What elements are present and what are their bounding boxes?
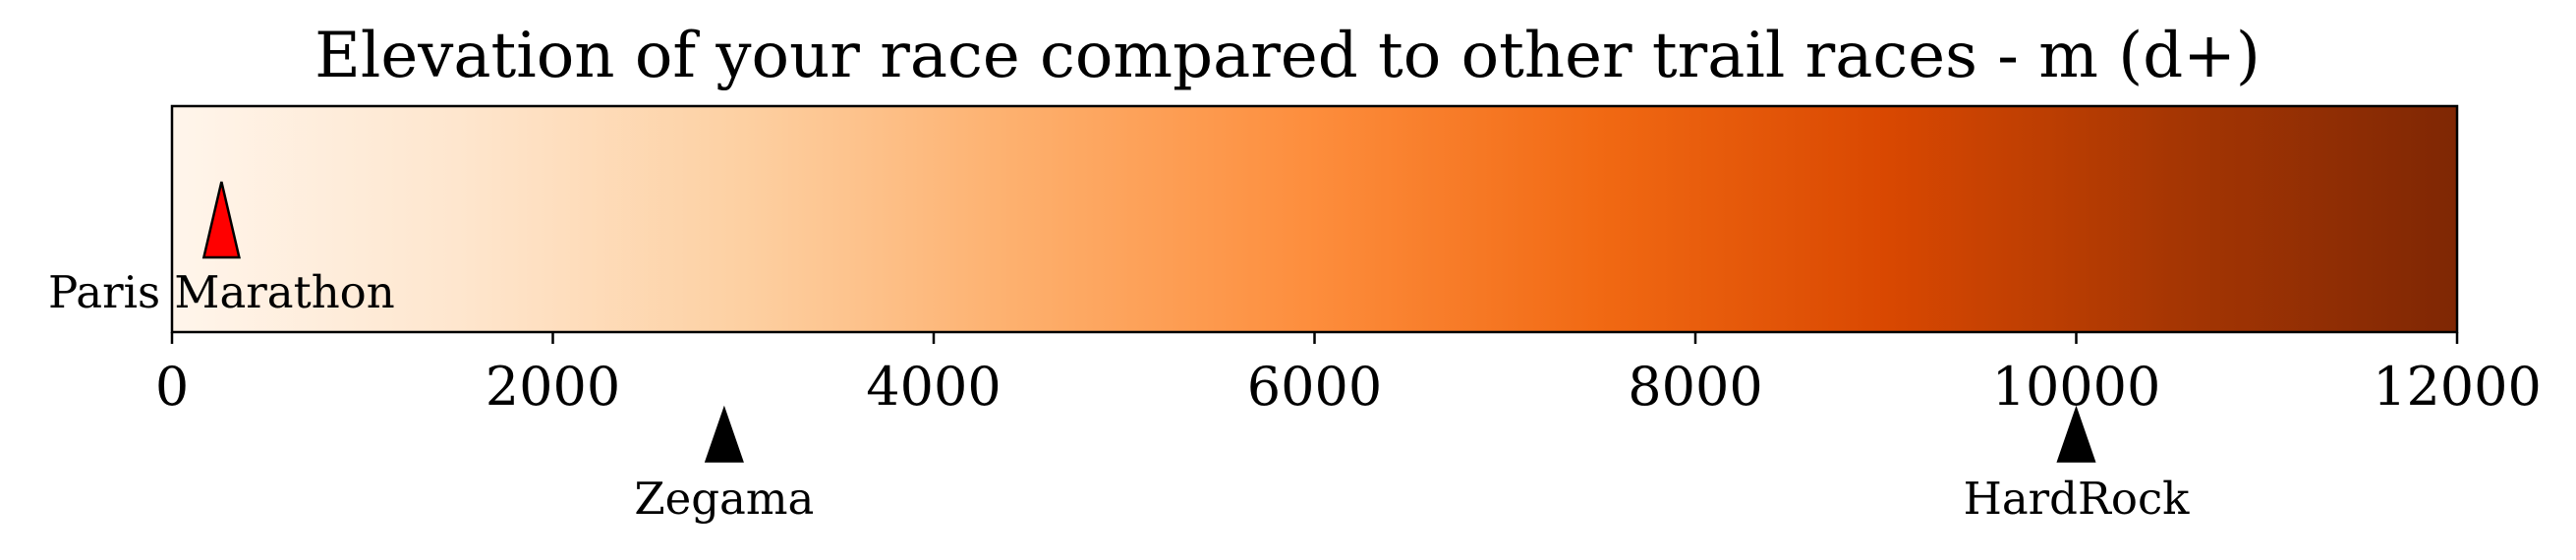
x-tick-label: 2000 [486, 356, 620, 418]
x-axis: 0 2000 4000 6000 8000 10000 12000 [155, 332, 2542, 418]
your-race-label: Paris Marathon [48, 266, 395, 318]
x-tick-label: 4000 [866, 356, 1001, 418]
colorbar-gradient [170, 104, 2459, 334]
x-tick-label: 12000 [2373, 356, 2542, 418]
reference-race-marker [704, 405, 744, 463]
x-tick-label: 6000 [1247, 356, 1382, 418]
your-race-marker [201, 181, 241, 259]
x-tick-label: 0 [155, 356, 189, 418]
reference-race-label: HardRock [1964, 473, 2191, 525]
chart-title: Elevation of your race compared to other… [315, 20, 2261, 92]
race-markers: Paris Marathon Zegama HardRock [48, 181, 2191, 525]
x-tick-label: 8000 [1628, 356, 1762, 418]
reference-race-label: Zegama [634, 473, 814, 525]
reference-race-marker [2056, 405, 2096, 463]
